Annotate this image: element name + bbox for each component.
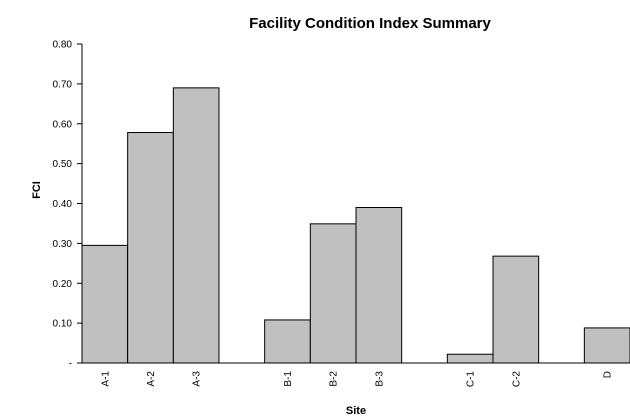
x-tick-label: D — [603, 371, 614, 378]
x-tick-label: A-2 — [146, 371, 157, 387]
bar-d — [583, 327, 630, 364]
y-axis-label: FCI — [31, 181, 43, 199]
bar-a-2 — [127, 132, 174, 364]
bar-b-1 — [264, 319, 311, 364]
bar-a-3 — [172, 87, 220, 364]
x-tick-label: B-1 — [283, 371, 294, 387]
y-axis: - 0.10 0.20 0.30 0.40 0.50 0.60 0.70 0.80 — [53, 40, 83, 370]
x-tick-label: B-2 — [329, 371, 340, 387]
x-tick-label: A-3 — [192, 371, 203, 387]
y-tick-label: 0.40 — [53, 199, 73, 210]
y-tick-label: 0.80 — [53, 40, 73, 51]
x-tick-label: C-1 — [466, 371, 477, 388]
bar-b-2 — [309, 223, 357, 364]
y-tick-label: 0.60 — [53, 119, 73, 130]
bar-c-1 — [446, 353, 494, 364]
y-tick-label: 0.30 — [53, 239, 73, 250]
y-tick-label: 0.10 — [53, 319, 73, 330]
x-axis: A-1 A-2 A-3 B-1 B-2 B-3 C-1 C-2 D — [82, 362, 630, 388]
bar-b-3 — [355, 206, 403, 364]
x-axis-label: Site — [346, 405, 366, 417]
chart-title: Facility Condition Index Summary — [249, 15, 491, 32]
bar-a-1 — [81, 244, 129, 364]
y-tick-label: 0.70 — [53, 79, 73, 90]
x-tick-label: B-3 — [374, 371, 385, 387]
y-tick-label: - — [69, 359, 72, 370]
x-tick-label: C-2 — [511, 371, 522, 388]
x-tick-label: A-1 — [100, 371, 111, 387]
bars — [81, 87, 630, 364]
bar-c-2 — [492, 255, 540, 364]
y-tick-label: 0.50 — [53, 159, 73, 170]
y-tick-label: 0.20 — [53, 279, 73, 290]
